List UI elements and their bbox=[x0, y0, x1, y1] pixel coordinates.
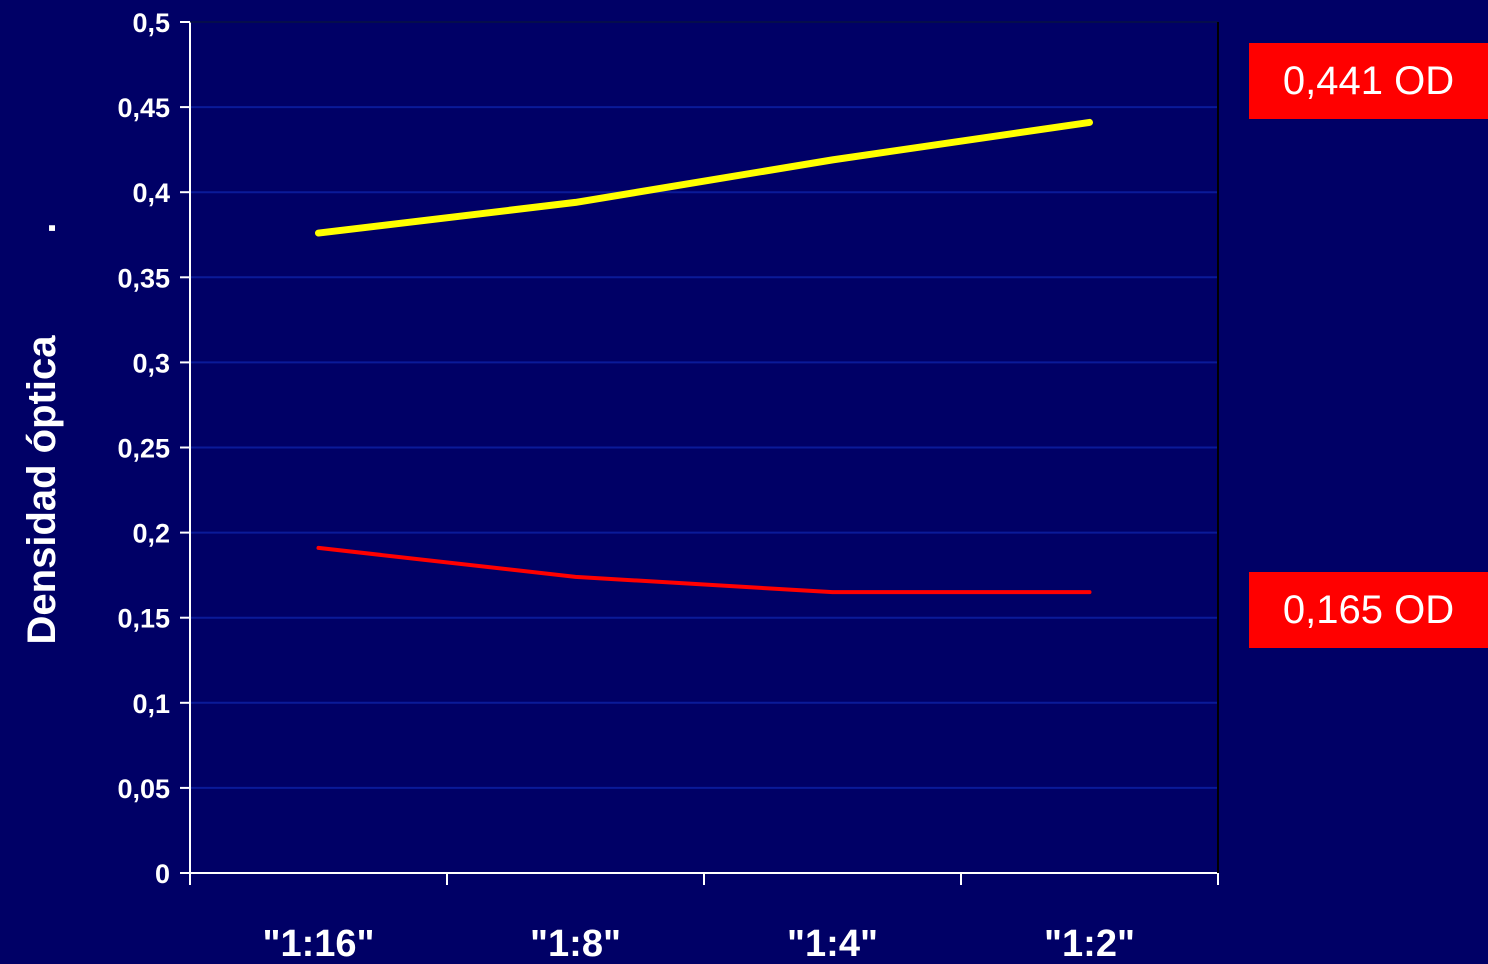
y-tick-label: 0,1 bbox=[132, 689, 170, 719]
x-category-label: "1:4" bbox=[787, 923, 878, 964]
y-ticks: 0 0,05 0,1 0,15 0,2 0,25 0,3 0,35 0,4 0,45 0,5 bbox=[117, 8, 190, 889]
x-category-label: "1:2" bbox=[1044, 923, 1135, 964]
y-axis-label: Densidad óptica bbox=[20, 335, 64, 645]
y-axis-label-suffix: . bbox=[20, 222, 64, 233]
x-ticks: "1:16" "1:8" "1:4" "1:2" bbox=[189, 873, 1219, 964]
y-tick-label: 0,3 bbox=[132, 348, 170, 378]
series-line-red bbox=[316, 545, 1092, 595]
x-category-label: "1:8" bbox=[530, 923, 621, 964]
y-tick-label: 0,15 bbox=[117, 604, 170, 634]
y-tick-label: 0,35 bbox=[117, 263, 170, 293]
annotation-top-value: 0,441 OD bbox=[1249, 43, 1488, 119]
y-tick-label: 0 bbox=[155, 859, 170, 889]
y-tick-label: 0,4 bbox=[132, 178, 170, 208]
series-group bbox=[315, 118, 1093, 595]
y-tick-label: 0,25 bbox=[117, 434, 170, 464]
series-line-yellow bbox=[315, 118, 1093, 237]
annotation-bottom-value: 0,165 OD bbox=[1249, 572, 1488, 648]
y-tick-label: 0,05 bbox=[117, 774, 170, 804]
x-category-label: "1:16" bbox=[262, 923, 374, 964]
y-tick-label: 0,45 bbox=[117, 93, 170, 123]
y-tick-label: 0,2 bbox=[132, 519, 170, 549]
y-tick-label: 0,5 bbox=[132, 8, 170, 38]
